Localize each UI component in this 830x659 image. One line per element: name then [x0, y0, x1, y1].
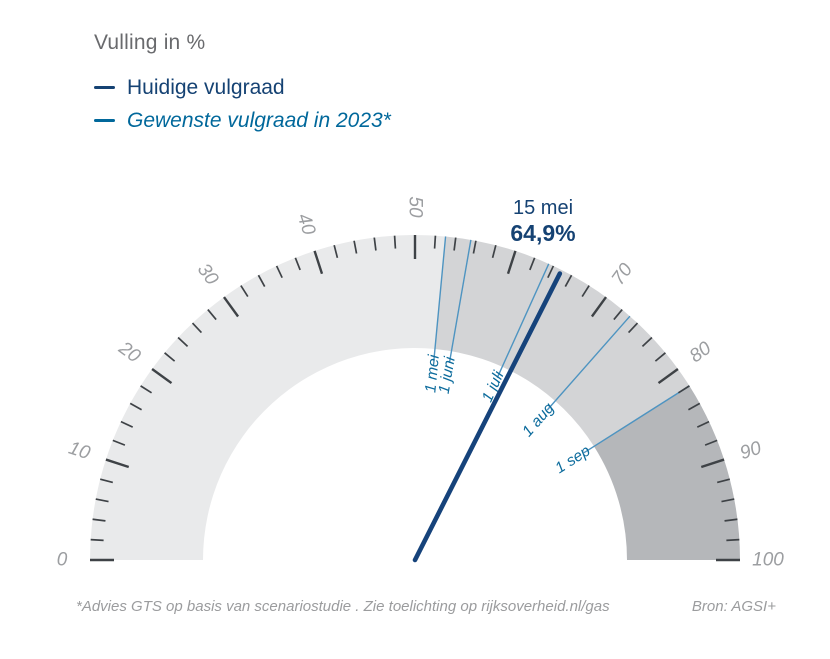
minor-tick: [696, 420, 710, 428]
minor-tick: [257, 274, 266, 288]
minor-tick: [140, 385, 153, 394]
tick-label: 30: [193, 260, 223, 290]
target-line: [546, 315, 631, 411]
tick-label: 90: [737, 438, 764, 465]
minor-tick: [726, 538, 740, 542]
tick-label: 50: [405, 196, 426, 218]
tick-label: 0: [57, 550, 68, 571]
minor-tick: [99, 478, 114, 484]
gauge-segment: [593, 385, 740, 560]
minor-tick: [453, 237, 457, 251]
minor-tick: [164, 352, 176, 362]
minor-tick: [333, 244, 339, 259]
target-line-swatch-icon: [94, 118, 115, 123]
tick-label: 80: [686, 338, 716, 368]
major-tick: [657, 367, 679, 385]
target-line: [583, 385, 690, 454]
major-tick: [700, 458, 725, 469]
major-tick: [506, 250, 517, 275]
target-line: [448, 239, 472, 364]
minor-tick: [721, 498, 735, 503]
minor-tick: [677, 385, 690, 394]
minor-tick: [294, 257, 301, 271]
current-date-label: 15 mei: [512, 197, 574, 219]
minor-tick: [177, 336, 189, 348]
minor-tick: [240, 285, 249, 298]
major-tick: [105, 458, 130, 469]
chart-title: Vulling in %: [94, 31, 206, 54]
minor-tick: [716, 478, 731, 484]
minor-tick: [353, 240, 358, 254]
minor-tick: [704, 439, 718, 446]
target-label: 1 aug: [519, 400, 558, 441]
major-tick: [590, 296, 608, 318]
minor-tick: [627, 322, 639, 334]
minor-tick: [207, 309, 217, 321]
target-label: 1 sep: [552, 442, 593, 477]
minor-tick: [120, 420, 134, 428]
minor-tick: [129, 402, 143, 411]
current-line-swatch-icon: [94, 85, 115, 90]
minor-tick: [95, 498, 109, 503]
tick-label: 10: [66, 438, 93, 465]
target-line: [496, 263, 550, 379]
tick-label: 40: [293, 211, 320, 238]
gauge-needle: [412, 271, 563, 563]
minor-tick: [654, 352, 666, 362]
minor-tick: [547, 265, 555, 279]
legend-label-current: Huidige vulgraad: [127, 75, 285, 99]
minor-tick: [724, 518, 738, 522]
current-value-label: 64,9%: [510, 220, 576, 246]
minor-tick: [491, 244, 497, 259]
minor-tick: [687, 402, 701, 411]
minor-tick: [564, 274, 573, 288]
target-line: [433, 236, 447, 361]
tick-label: 100: [752, 550, 784, 571]
legend: Huidige vulgraad Gewenste vulgraad in 20…: [94, 71, 391, 137]
major-tick: [222, 296, 240, 318]
current-value-annotation: 15 mei 64,9%: [510, 197, 575, 246]
source-credit: Bron: AGSI+: [691, 598, 776, 615]
major-tick: [151, 367, 173, 385]
minor-tick: [641, 336, 653, 348]
target-label: 1 juni: [436, 355, 459, 395]
legend-label-target: Gewenste vulgraad in 2023*: [127, 108, 391, 132]
minor-tick: [613, 309, 623, 321]
minor-tick: [275, 265, 283, 279]
minor-tick: [90, 538, 104, 542]
minor-tick: [581, 285, 590, 298]
gauge-segment: [434, 236, 690, 447]
footnote: *Advies GTS op basis van scenariostudie …: [76, 598, 610, 615]
legend-item-current: Huidige vulgraad: [94, 71, 391, 104]
tick-label: 20: [114, 337, 145, 367]
minor-tick: [373, 237, 377, 251]
tick-label: 70: [608, 259, 638, 289]
minor-tick: [92, 518, 106, 522]
minor-tick: [433, 235, 437, 249]
minor-tick: [112, 439, 126, 446]
minor-tick: [529, 257, 536, 271]
gauge-segment: [90, 235, 446, 561]
legend-item-target: Gewenste vulgraad in 2023*: [94, 104, 391, 137]
minor-tick: [191, 322, 203, 334]
minor-tick: [393, 235, 397, 249]
major-tick: [313, 250, 324, 275]
target-label: 1 mei: [422, 354, 443, 394]
minor-tick: [472, 240, 477, 254]
